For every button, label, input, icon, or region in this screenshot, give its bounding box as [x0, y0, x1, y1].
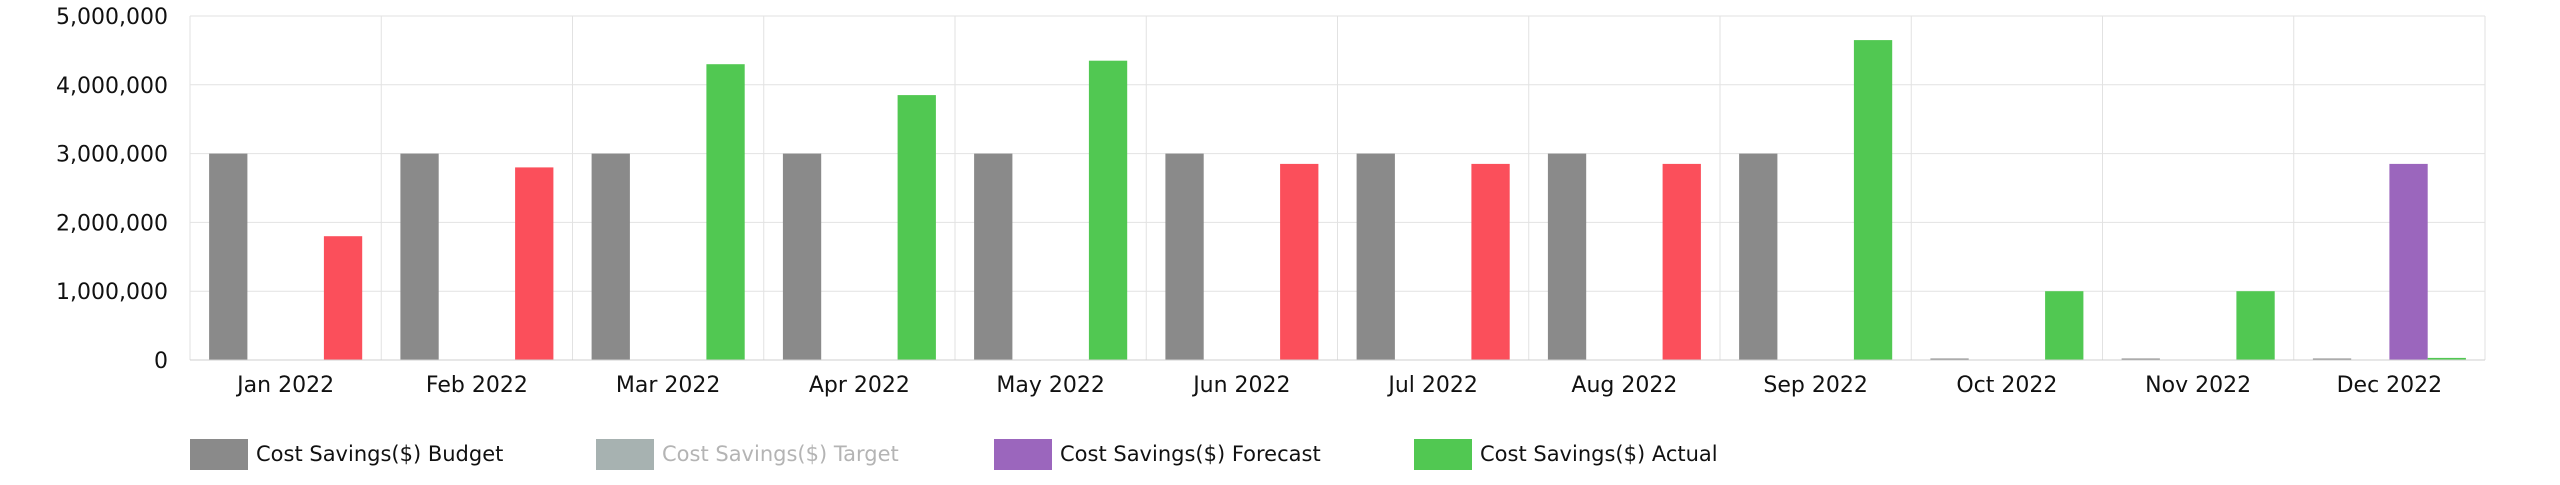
legend-label-forecast: Cost Savings($) Forecast	[1060, 442, 1321, 466]
gridlines	[189, 15, 2486, 361]
legend-item-forecast[interactable]: Cost Savings($) Forecast	[994, 438, 1321, 470]
bar-cost-savings-budget-7[interactable]	[1547, 153, 1587, 360]
y-tick-label: 3,000,000	[56, 143, 168, 168]
legend-label-actual: Cost Savings($) Actual	[1480, 442, 1718, 466]
x-tick-label: Dec 2022	[2337, 373, 2443, 398]
bar-cost-savings-actual-10[interactable]	[2236, 291, 2275, 360]
y-axis-ticks: 0 1,000,000 2,000,000 3,000,000 4,000,000 5,0…	[56, 5, 168, 374]
bar-cost-savings-budget-1[interactable]	[400, 153, 439, 360]
chart-legend: Cost Savings($) Budget Cost Savings($) T…	[0, 438, 2560, 474]
x-tick-label: Mar 2022	[616, 373, 721, 398]
x-tick-label: Oct 2022	[1956, 373, 2057, 398]
legend-swatch-actual	[1414, 438, 1472, 470]
bar-cost-savings-actual-11[interactable]	[2427, 357, 2466, 360]
bars[interactable]	[209, 40, 2466, 360]
bar-cost-savings-budget-0[interactable]	[209, 153, 248, 360]
bar-cost-savings-actual-0[interactable]	[323, 236, 363, 360]
bar-cost-savings-actual-2[interactable]	[706, 64, 745, 360]
x-axis-ticks: Jan 2022 Feb 2022 Mar 2022 Apr 2022 May 2022…	[235, 373, 2442, 398]
x-tick-label: Aug 2022	[1571, 373, 1677, 398]
bar-cost-savings-budget-11[interactable]	[2312, 358, 2352, 361]
x-tick-label: Apr 2022	[809, 373, 910, 398]
x-tick-label: Feb 2022	[426, 373, 528, 398]
bar-cost-savings-actual-5[interactable]	[1280, 163, 1319, 360]
bar-cost-savings-budget-8[interactable]	[1739, 153, 1778, 360]
bar-cost-savings-budget-5[interactable]	[1165, 153, 1204, 360]
y-tick-label: 2,000,000	[56, 211, 168, 236]
bar-cost-savings-budget-6[interactable]	[1356, 153, 1395, 360]
legend-item-target[interactable]: Cost Savings($) Target	[596, 438, 899, 470]
bar-cost-savings-actual-4[interactable]	[1088, 60, 1128, 360]
legend-swatch-budget	[190, 438, 248, 470]
legend-item-actual[interactable]: Cost Savings($) Actual	[1414, 438, 1718, 470]
x-tick-label: Nov 2022	[2145, 373, 2251, 398]
bar-cost-savings-actual-1[interactable]	[515, 167, 554, 360]
bar-cost-savings-actual-6[interactable]	[1471, 163, 1510, 360]
legend-swatch-target	[596, 438, 654, 470]
x-tick-label: May 2022	[996, 373, 1104, 398]
bar-cost-savings-actual-8[interactable]	[1853, 40, 1893, 360]
x-tick-label: Jan 2022	[235, 373, 334, 398]
bar-cost-savings-forecast-11[interactable]	[2389, 163, 2428, 360]
y-tick-label: 4,000,000	[56, 74, 168, 99]
cost-savings-bar-chart: 0 1,000,000 2,000,000 3,000,000 4,000,000 5,0…	[56, 5, 2486, 398]
legend-label-budget: Cost Savings($) Budget	[256, 442, 504, 466]
bar-cost-savings-budget-9[interactable]	[1930, 358, 1969, 361]
bar-cost-savings-actual-7[interactable]	[1662, 163, 1701, 360]
bar-cost-savings-budget-3[interactable]	[782, 153, 822, 360]
x-tick-label: Jun 2022	[1191, 373, 1290, 398]
legend-swatch-forecast	[994, 438, 1052, 470]
bar-cost-savings-budget-4[interactable]	[974, 153, 1013, 360]
x-tick-label: Jul 2022	[1386, 373, 1478, 398]
x-tick-label: Sep 2022	[1763, 373, 1867, 398]
bar-cost-savings-budget-2[interactable]	[591, 153, 630, 360]
bar-cost-savings-actual-3[interactable]	[897, 95, 936, 360]
y-tick-label: 1,000,000	[56, 280, 168, 305]
legend-label-target: Cost Savings($) Target	[662, 442, 899, 466]
y-tick-label: 0	[154, 349, 168, 374]
y-tick-label: 5,000,000	[56, 5, 168, 30]
bar-cost-savings-budget-10[interactable]	[2121, 358, 2160, 361]
legend-item-budget[interactable]: Cost Savings($) Budget	[190, 438, 503, 470]
bar-cost-savings-actual-9[interactable]	[2045, 291, 2084, 360]
